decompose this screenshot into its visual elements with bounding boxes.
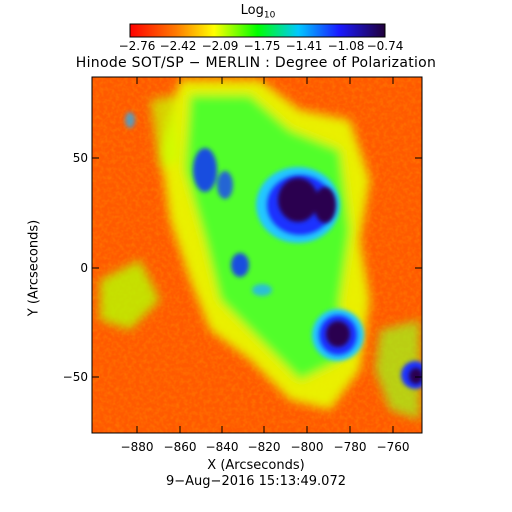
colorbar-tick-label: −1.41 [285,39,323,53]
x-tick-label: −800 [290,440,324,454]
figure-title: Hinode SOT/SP − MERLIN : Degree of Polar… [75,55,437,71]
observation-date: 9−Aug−2016 15:13:49.072 [166,474,346,489]
colorbar-tick-label: −2.42 [159,39,197,53]
colorbar-tick-label: −1.08 [327,39,365,53]
colorbar-tick-label: −1.75 [243,39,281,53]
x-tick-label: −880 [120,440,154,454]
colorbar-tick-label: −2.09 [201,39,239,53]
polarization-image [92,77,422,433]
y-tick-label: −50 [62,370,88,384]
plot-frame [91,76,423,434]
y-tick-label: 0 [80,261,88,275]
x-tick-marks [136,77,394,433]
y-axis-label: Y (Arcseconds) [26,219,42,317]
colorbar-title: Log10 [240,3,276,21]
x-axis-label: X (Arcseconds) [207,458,305,473]
colorbar [129,23,386,38]
x-tick-label: −760 [376,440,410,454]
x-tick-label: −820 [247,440,281,454]
y-tick-marks [92,157,422,378]
y-tick-label: 50 [72,151,88,165]
colorbar-tick-label: −0.74 [366,39,404,53]
x-tick-label: −860 [163,440,197,454]
x-tick-label: −780 [333,440,367,454]
colorbar-tick-label: −2.76 [118,39,156,53]
x-tick-label: −840 [205,440,239,454]
